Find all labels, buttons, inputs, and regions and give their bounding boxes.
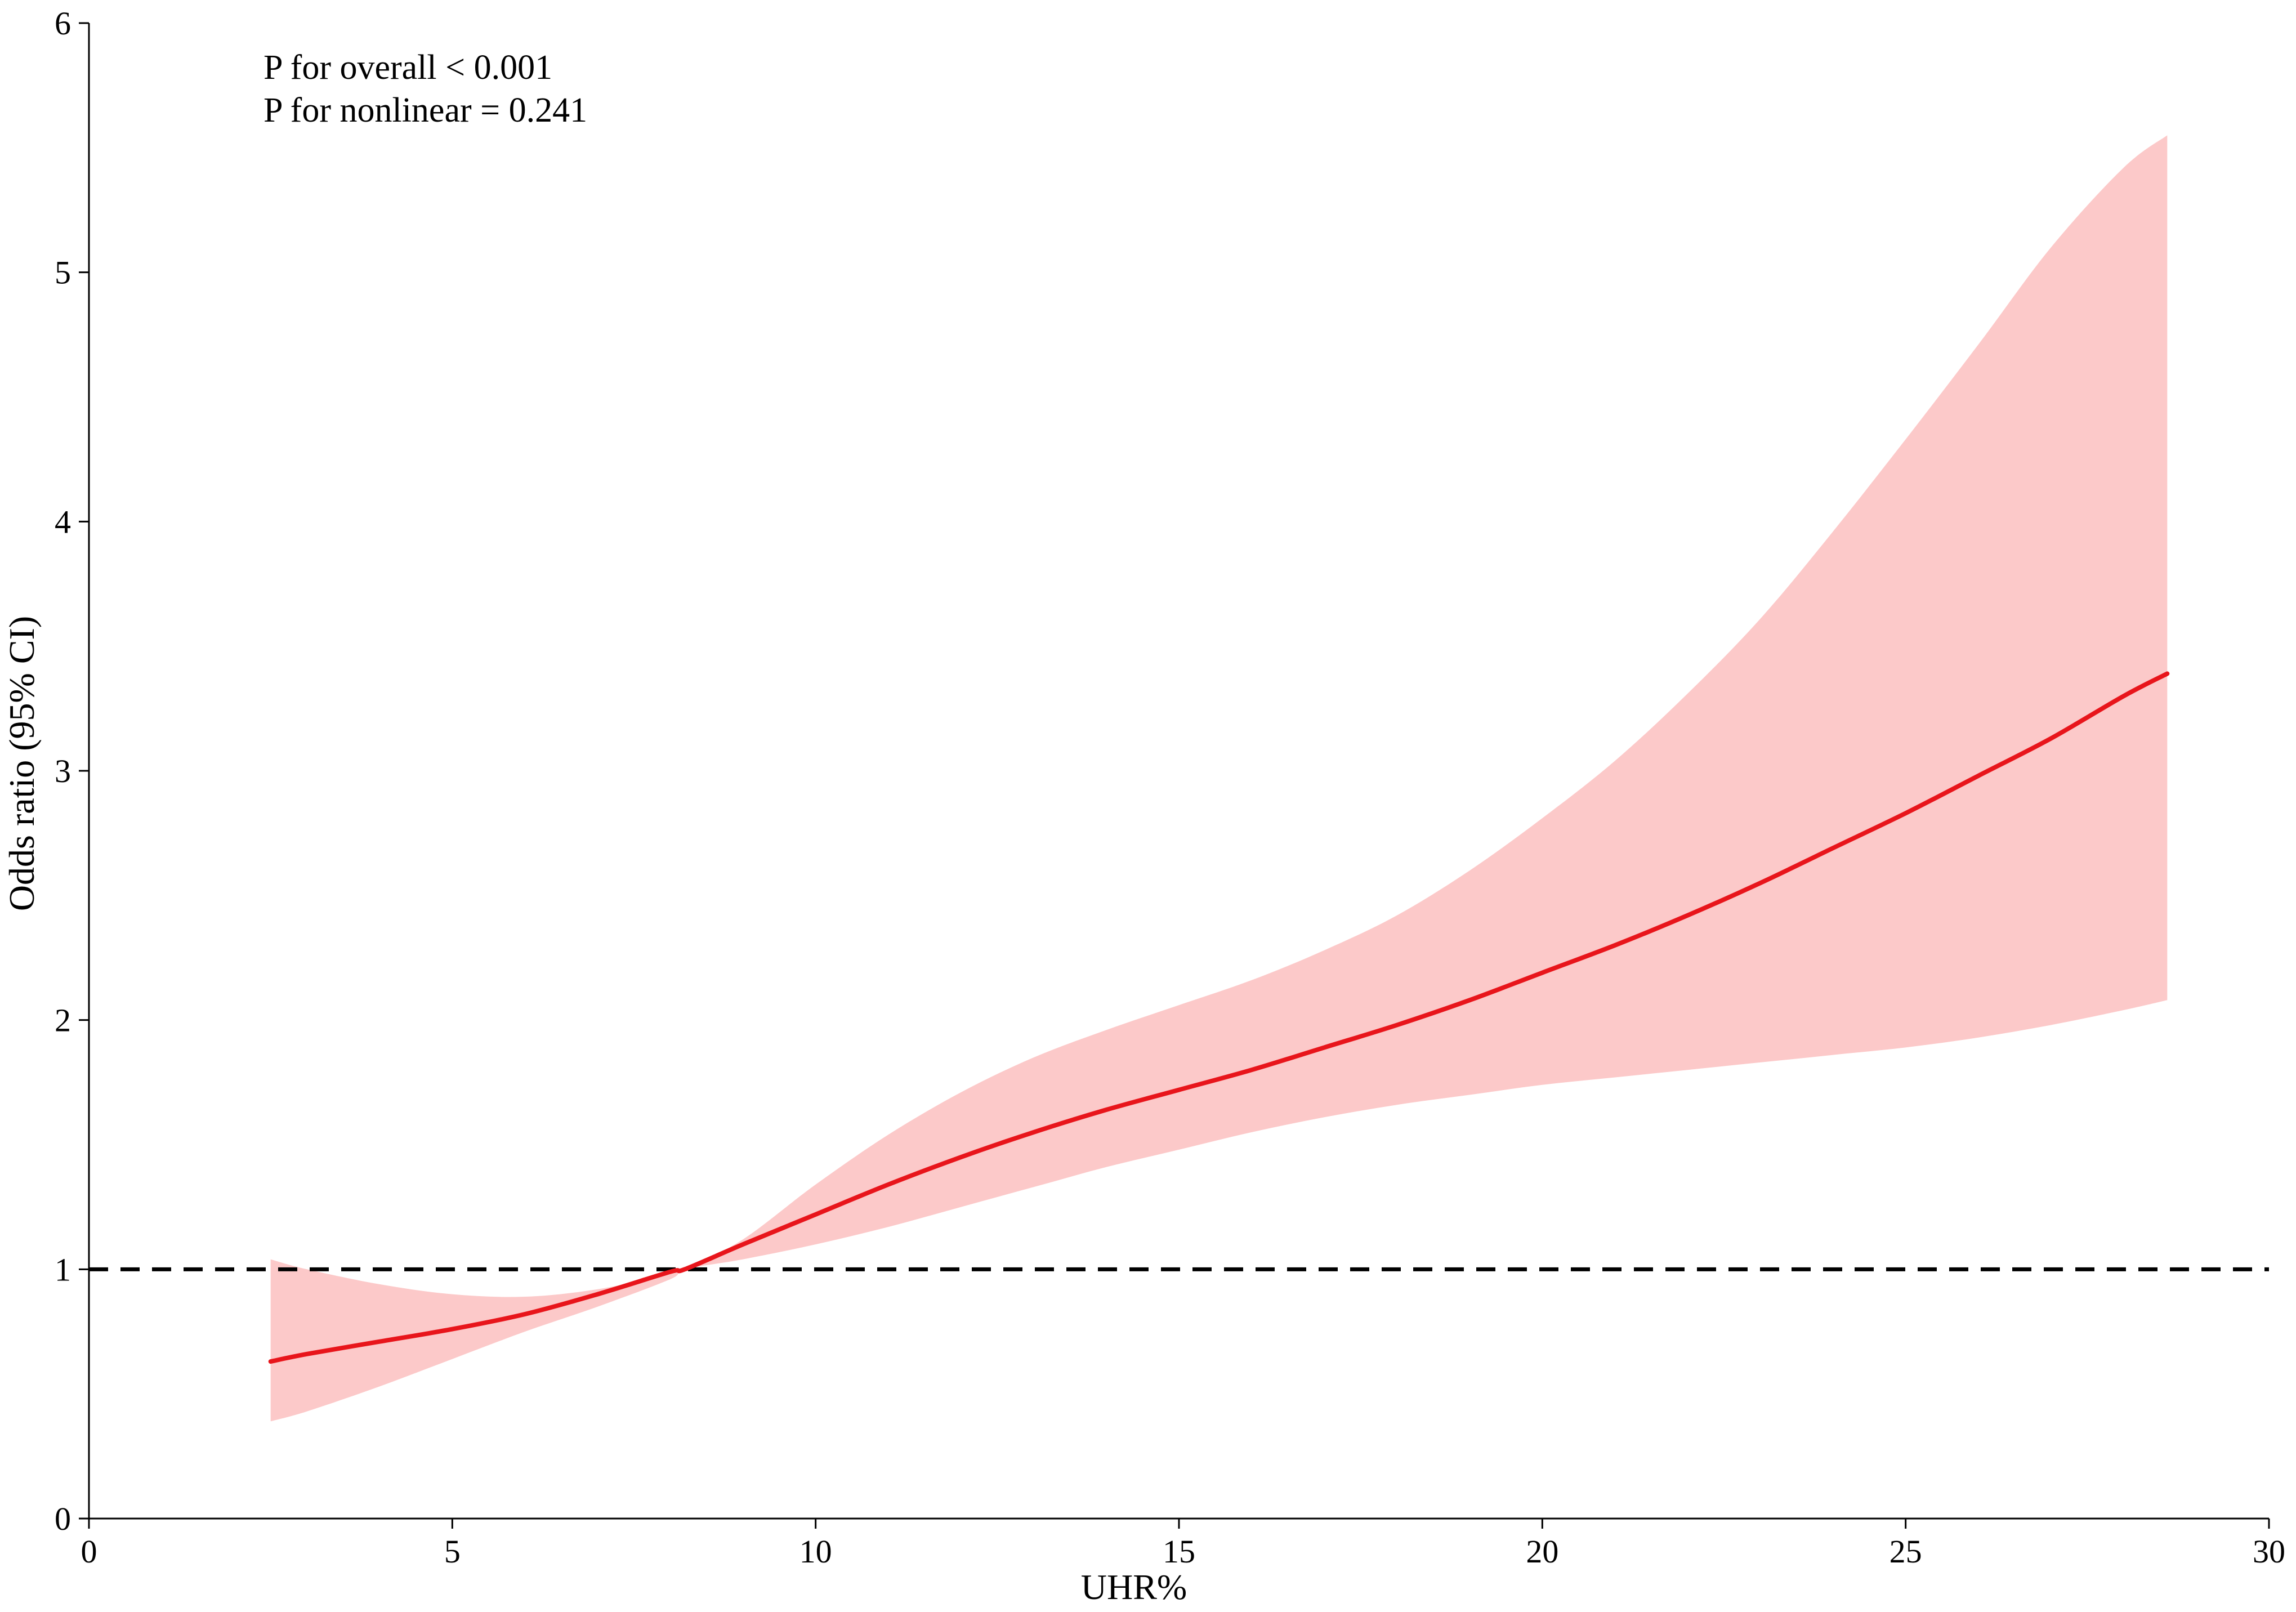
y-tick-label: 1 bbox=[55, 1251, 71, 1288]
odds-ratio-line-0 bbox=[268, 671, 2170, 1364]
plot-area bbox=[89, 135, 2269, 1422]
y-tick-label: 6 bbox=[55, 5, 71, 42]
y-axis-label: Odds ratio (95% CI) bbox=[2, 616, 42, 911]
y-tick-label: 3 bbox=[55, 753, 71, 789]
x-tick-label: 10 bbox=[799, 1533, 832, 1570]
x-tick-label: 25 bbox=[1889, 1533, 1922, 1570]
annotation-nonlinear: P for nonlinear = 0.241 bbox=[263, 91, 587, 130]
x-tick-label: 20 bbox=[1526, 1533, 1558, 1570]
x-tick-label: 0 bbox=[81, 1533, 97, 1570]
annotation-overall: P for overall < 0.001 bbox=[263, 48, 552, 87]
y-tick-label: 5 bbox=[55, 254, 71, 291]
axes: 0 5 10 15 20 25 30 0 1 2 3 4 5 6 bbox=[55, 5, 2285, 1570]
y-tick-label: 4 bbox=[55, 503, 71, 540]
y-tick-label: 2 bbox=[55, 1002, 71, 1039]
confidence-band-0 bbox=[270, 135, 2168, 1422]
x-tick-label: 15 bbox=[1163, 1533, 1195, 1570]
y-tick-label: 0 bbox=[55, 1501, 71, 1537]
x-tick-label: 5 bbox=[444, 1533, 461, 1570]
x-tick-label: 30 bbox=[2253, 1533, 2285, 1570]
x-axis-label: UHR% bbox=[1081, 1567, 1187, 1607]
